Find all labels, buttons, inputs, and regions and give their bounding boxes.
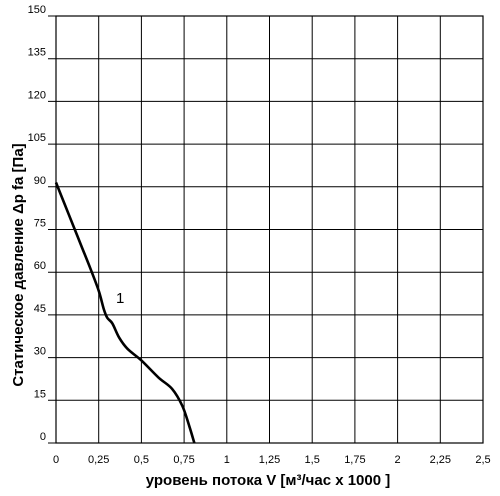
- x-tick-label: 0,25: [88, 454, 109, 466]
- x-tick-label: 0,75: [173, 454, 194, 466]
- x-tick-label: 1,75: [344, 454, 365, 466]
- grid: [48, 15, 484, 444]
- y-tick-label: 90: [34, 175, 46, 187]
- x-tick-label: 2,5: [475, 454, 490, 466]
- x-axis-title: уровень потока V [м³/час x 1000 ]: [146, 472, 391, 489]
- y-tick-label: 45: [34, 303, 46, 315]
- x-tick-label: 1,5: [305, 454, 320, 466]
- y-tick-label: 105: [28, 132, 46, 144]
- tick-labels: 0 0,25 0,5 0,75 1 1,25 1,5 1,75 2 2,25 2,5 0 15 30 45 6…: [28, 4, 491, 466]
- x-tick-label: 2,25: [430, 454, 451, 466]
- plot-frame: [55, 15, 484, 444]
- x-tick-label: 1,25: [259, 454, 280, 466]
- y-tick-label: 15: [34, 388, 46, 400]
- y-tick-label: 120: [28, 89, 46, 101]
- x-tick-label: 0: [53, 454, 59, 466]
- x-tick-label: 0,5: [134, 454, 149, 466]
- y-tick-label: 0: [40, 431, 46, 443]
- x-tick-label: 1: [224, 454, 230, 466]
- y-axis-title: Статическое давление Δp fa [Па]: [10, 143, 27, 386]
- y-tick-label: 150: [28, 4, 46, 16]
- y-tick-label: 75: [34, 218, 46, 230]
- y-tick-label: 135: [28, 47, 46, 59]
- series-label-1: 1: [116, 290, 124, 307]
- y-tick-label: 30: [34, 346, 46, 358]
- series-layer: [54, 182, 196, 444]
- y-tick-label: 60: [34, 260, 46, 272]
- series-line-1: [54, 182, 196, 444]
- x-tick-label: 2: [395, 454, 401, 466]
